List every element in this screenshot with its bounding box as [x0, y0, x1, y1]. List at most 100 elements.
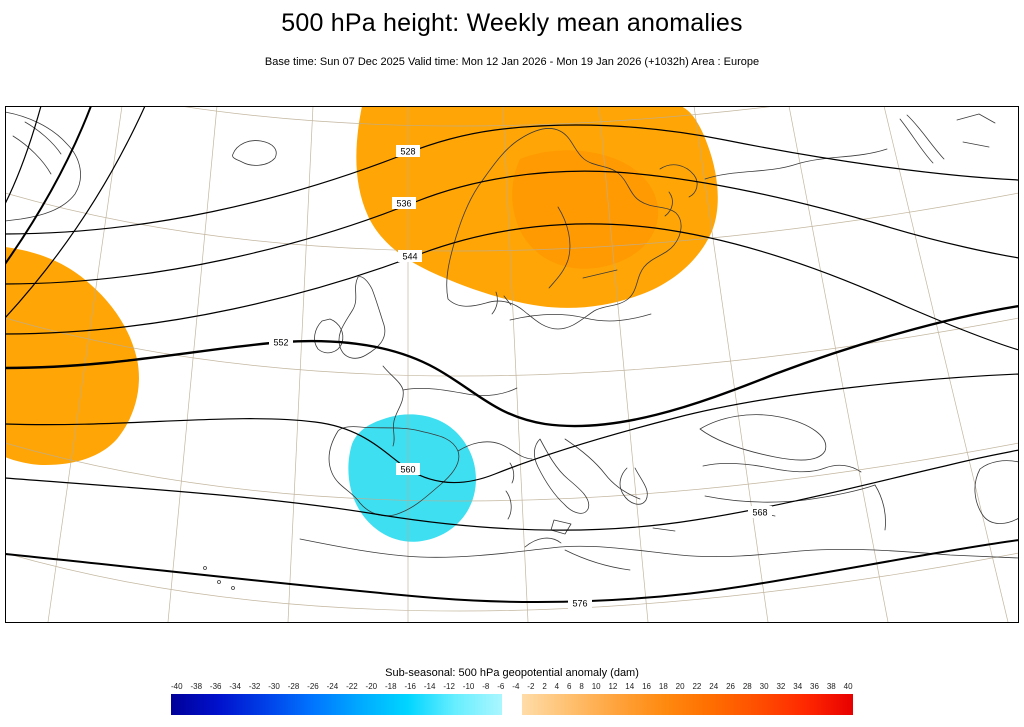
- colorbar-tick: 28: [742, 682, 752, 691]
- contour-label-568: 568: [748, 506, 772, 518]
- contour-label-552: 552: [269, 336, 293, 348]
- colorbar-positive: [521, 694, 853, 715]
- contour-label-576: 576: [568, 597, 592, 609]
- colorbar-tick: 8: [579, 682, 584, 691]
- colorbar-tick: -28: [287, 682, 300, 691]
- coast-levant: [874, 484, 886, 531]
- negative-anomaly-iberia: [348, 414, 476, 542]
- coast-adriatic-balkans: [564, 438, 641, 500]
- colorbar-tick: 6: [567, 682, 572, 691]
- colorbar-tick: -24: [326, 682, 339, 691]
- coast-black-sea: [699, 414, 827, 461]
- colorbar-legend: Sub-seasonal: 500 hPa geopotential anoma…: [0, 667, 1024, 715]
- colorbar-tick: 22: [692, 682, 702, 691]
- colorbar-tick: -34: [229, 682, 241, 691]
- positive-anomaly-atlantic: [5, 247, 139, 465]
- colorbar-tick: 16: [642, 682, 651, 691]
- contour-label-536: 536: [392, 197, 416, 209]
- coast-corsica: [509, 462, 515, 484]
- contour-labels: 528 536 544 552 560 568 576: [269, 145, 772, 609]
- contour-corner-1: [5, 106, 42, 205]
- colorbar-tick: -26: [307, 682, 319, 691]
- height-contours: [5, 106, 1019, 603]
- colorbar-tick: 34: [793, 682, 803, 691]
- coast-russia-arctic: [704, 148, 888, 180]
- colorbar-tick: -38: [190, 682, 203, 691]
- colorbar-tick: -4: [512, 682, 520, 691]
- colorbar-tick: -12: [443, 682, 455, 691]
- colorbar-tick: 2: [542, 682, 547, 691]
- coast-france-west: [382, 365, 404, 447]
- colorbar-tick: 12: [608, 682, 618, 691]
- weather-map: 528 536 544 552 560 568 576: [5, 106, 1019, 623]
- contour-560: [5, 373, 1019, 483]
- island-canary-3: [231, 586, 235, 590]
- coast-greece: [619, 467, 648, 505]
- colorbar-tick: 32: [776, 682, 786, 691]
- coast-north-africa: [299, 538, 1019, 559]
- coast-gulf-of-bothnia: [548, 206, 571, 289]
- colorbar-body: -40 -38 -36 -34 -32 -30 -28 -26 -24 -22 -20 -18 -16-…: [171, 682, 853, 715]
- colorbar-tick: -22: [346, 682, 358, 691]
- colorbar-tick: 10: [591, 682, 601, 691]
- coast-novaya-zemlya: [899, 114, 945, 164]
- contour-552: [5, 304, 1019, 428]
- colorbar-tick: -32: [248, 682, 261, 691]
- coast-kola: [659, 164, 698, 217]
- coast-ireland: [314, 318, 344, 354]
- colorbar-tick: -36: [209, 682, 222, 691]
- coast-turkey-north: [702, 463, 862, 473]
- page-title: 500 hPa height: Weekly mean anomalies: [281, 9, 743, 37]
- colorbar-tick: -14: [423, 682, 436, 691]
- contour-576: [5, 539, 1019, 603]
- colorbar-tick: 20: [675, 682, 685, 691]
- contour-536: [5, 170, 1019, 285]
- svg-text:560: 560: [400, 465, 415, 475]
- island-canary-2: [217, 580, 221, 584]
- colorbar-title: Sub-seasonal: 500 hPa geopotential anoma…: [385, 667, 639, 679]
- coast-greenland: [5, 111, 81, 222]
- svg-text:576: 576: [572, 599, 587, 609]
- coast-sardinia: [505, 490, 512, 520]
- colorbar-tick: 4: [554, 682, 560, 691]
- colorbar-tick: -18: [384, 682, 397, 691]
- contour-label-544: 544: [398, 250, 422, 262]
- colorbar-tick: 26: [726, 682, 735, 691]
- positive-anomaly-scandinavia-core: [512, 150, 659, 269]
- colorbar-negative: [171, 694, 503, 715]
- colorbar-tick: -10: [462, 682, 475, 691]
- colorbar-tick: 36: [810, 682, 819, 691]
- colorbar-bars: [171, 694, 853, 715]
- colorbar-tick: 18: [658, 682, 668, 691]
- contour-corner-3: [5, 106, 146, 319]
- colorbar-tick: 38: [826, 682, 836, 691]
- svg-text:536: 536: [396, 199, 411, 209]
- colorbar-tick: 30: [759, 682, 769, 691]
- anomaly-fills: [5, 106, 718, 542]
- svg-text:552: 552: [273, 338, 288, 348]
- coast-italy: [534, 438, 590, 514]
- colorbar-tick: -8: [482, 682, 490, 691]
- colorbar-ticks: -40 -38 -36 -34 -32 -30 -28 -26 -24 -22 -20 -18 -16-…: [171, 682, 853, 691]
- weather-map-canvas: 528 536 544 552 560 568 576: [5, 106, 1019, 623]
- colorbar-tick: 40: [843, 682, 853, 691]
- coast-sicily: [550, 519, 572, 535]
- coast-iberia: [328, 426, 460, 517]
- coast-crete: [652, 527, 676, 532]
- contour-corner-2: [5, 106, 92, 265]
- colorbar-tick: -16: [404, 682, 416, 691]
- coast-scandinavia: [446, 128, 682, 330]
- contour-label-560: 560: [396, 463, 420, 475]
- colorbar-tick: -40: [171, 682, 183, 691]
- svg-text:568: 568: [752, 508, 767, 518]
- coast-baltic-south: [509, 313, 652, 322]
- colorbar-tick: -2: [527, 682, 535, 691]
- coast-denmark: [491, 291, 512, 315]
- coast-mediterranean-north: [457, 441, 533, 460]
- coast-caspian: [974, 460, 1019, 524]
- contour-568: [5, 449, 1019, 531]
- coastlines: [5, 111, 1019, 590]
- coast-iceland: [232, 140, 277, 166]
- page-subtitle: Base time: Sun 07 Dec 2025 Valid time: M…: [264, 56, 760, 68]
- contour-528: [5, 124, 1019, 235]
